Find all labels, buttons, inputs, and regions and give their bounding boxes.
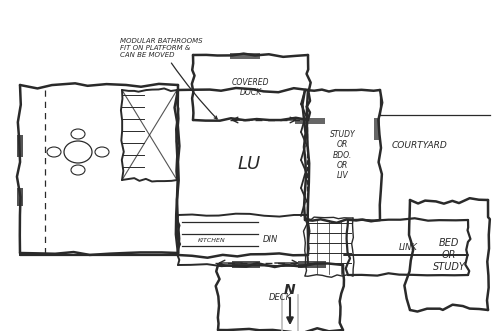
- Bar: [230, 53, 260, 59]
- Text: COURTYARD: COURTYARD: [392, 140, 448, 150]
- Bar: [298, 261, 326, 268]
- Text: COVERED
DOCK: COVERED DOCK: [232, 78, 269, 97]
- Text: STUDY
OR
BDO.
OR
LIV: STUDY OR BDO. OR LIV: [330, 130, 355, 180]
- Bar: [17, 135, 23, 157]
- Text: LU: LU: [238, 155, 261, 173]
- Text: KITCHEN: KITCHEN: [198, 238, 226, 243]
- Text: MODULAR BATHROOMS
FIT ON PLATFORM &
CAN BE MOVED: MODULAR BATHROOMS FIT ON PLATFORM & CAN …: [120, 38, 217, 119]
- Text: N: N: [284, 283, 296, 297]
- Text: DECK: DECK: [269, 293, 292, 302]
- Bar: [295, 118, 325, 124]
- Text: BED
OR
STUDY: BED OR STUDY: [432, 238, 466, 272]
- Bar: [17, 188, 23, 206]
- Bar: [374, 118, 380, 140]
- Text: LINK: LINK: [398, 243, 417, 252]
- Text: DIN: DIN: [262, 235, 278, 245]
- Bar: [232, 261, 260, 268]
